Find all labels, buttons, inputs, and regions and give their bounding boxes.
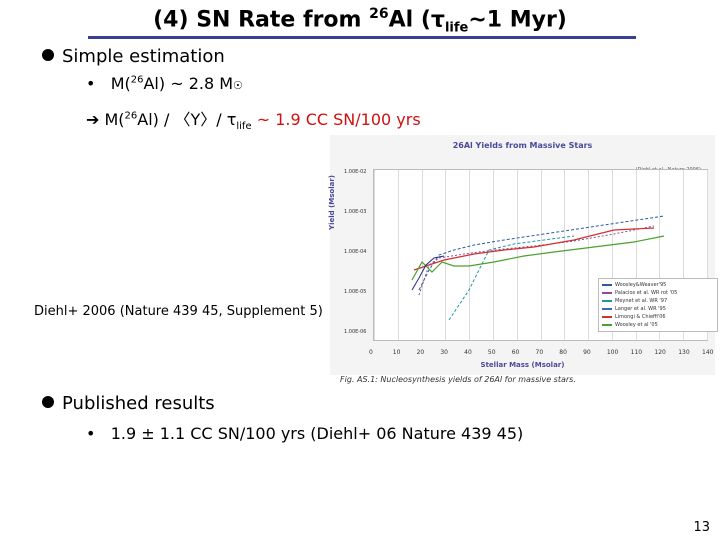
grid-line (516, 170, 518, 340)
mass-line: • M(26Al) ~ 2.8 M☉ (86, 74, 243, 93)
x-tick-label: 140 (702, 349, 714, 356)
x-tick-label: 0 (369, 349, 373, 356)
grid-line (564, 170, 566, 340)
grid-line (588, 170, 590, 340)
arrow-icon: ➔ (86, 110, 100, 129)
curve-green (411, 235, 665, 281)
legend-row: Meynet et al. WR '97 (602, 297, 714, 305)
x-tick-label: 40 (464, 349, 472, 356)
grid-line (635, 170, 637, 340)
x-tick-label: 30 (440, 349, 448, 356)
figure-legend: Woosley&Weaver'95 Palacios et al. WR rot… (598, 278, 718, 332)
title-underline (88, 36, 636, 39)
x-tick-label: 120 (654, 349, 666, 356)
rate-line: ➔ M(26Al) / 〈Y〉/ τlife ~ 1.9 CC SN/100 y… (86, 110, 421, 133)
grid-line (397, 170, 399, 340)
bullet-dot-icon (42, 49, 54, 61)
y-tick-label: 1.00E-04 (344, 249, 367, 255)
grid-line (492, 170, 494, 340)
x-tick-label: 10 (392, 349, 401, 356)
bullet-simple-estimation: Simple estimation (42, 46, 225, 67)
grid-line (421, 170, 423, 340)
y-tick-label: 1.00E-05 (344, 289, 367, 295)
legend-row: Limongi & Chieffi'06 (602, 313, 714, 321)
x-tick-label: 130 (678, 349, 690, 356)
legend-row: Woosley et al '05 (602, 321, 714, 329)
x-tick-label: 90 (583, 349, 591, 356)
plot-curves (411, 215, 665, 321)
grid-line (611, 170, 613, 340)
x-tick-label: 60 (511, 349, 520, 356)
x-tick-label: 110 (630, 349, 643, 356)
grid-line (659, 170, 661, 340)
yields-figure: 26Al Yields from Massive Stars (Diehl et… (328, 135, 718, 387)
figure-panel: 26Al Yields from Massive Stars (Diehl et… (328, 135, 718, 375)
bullet-dot-icon (42, 396, 54, 408)
figure-title: 26Al Yields from Massive Stars (452, 141, 593, 150)
y-tick-label: 1.00E-03 (344, 209, 367, 215)
curve-red (413, 227, 655, 271)
published-rate-line: • 1.9 ± 1.1 CC SN/100 yrs (Diehl+ 06 Nat… (86, 424, 524, 443)
curve-teal (448, 235, 575, 321)
figure-x-label: Stellar Mass (Msolar) (480, 361, 565, 369)
x-tick-label: 70 (535, 349, 544, 356)
x-tick-label: 50 (487, 349, 496, 356)
curve-blue-dash (418, 215, 665, 291)
grid-line (374, 170, 375, 340)
grid-line (683, 170, 685, 340)
bullet-published-results: Published results (42, 393, 215, 414)
page-number: 13 (693, 520, 710, 535)
legend-row: Langer et al. WR '95 (602, 305, 714, 313)
x-tick-label: 20 (416, 349, 425, 356)
figure-caption: Fig. AS.1: Nucleosynthesis yields of 26A… (340, 375, 576, 384)
x-tick-label: 80 (559, 349, 567, 356)
grid-line (540, 170, 542, 340)
y-tick-label: 1.00E-06 (344, 329, 367, 335)
figure-y-label: Yield (Msolar) (328, 175, 336, 230)
x-tick-label: 100 (606, 349, 619, 356)
grid-line (445, 170, 447, 340)
slide-title: (4) SN Rate from 26Al (τlife~1 Myr) (153, 6, 567, 36)
legend-row: Palacios et al. WR rot '05 (602, 289, 714, 297)
grid-line (707, 170, 708, 340)
legend-row: Woosley&Weaver'95 (602, 281, 714, 289)
y-tick-label: 1.00E-02 (344, 169, 367, 175)
citation-label: Diehl+ 2006 (Nature 439 45, Supplement 5… (30, 303, 327, 320)
curve-navy (411, 255, 445, 291)
